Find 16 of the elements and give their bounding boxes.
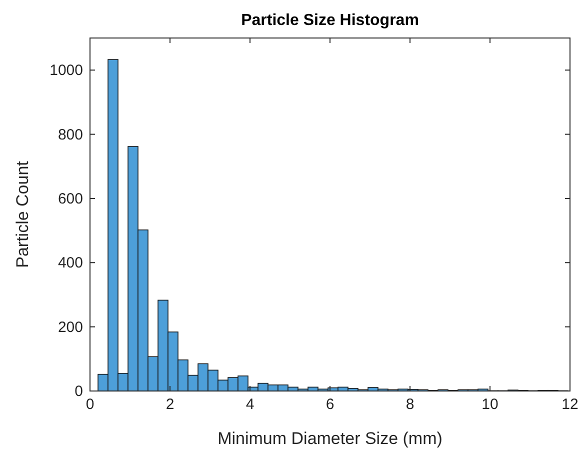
y-tick-label: 200 xyxy=(58,318,83,336)
x-tick-label: 10 xyxy=(482,396,498,413)
y-tick-label: 600 xyxy=(58,190,83,208)
y-tick-label: 1000 xyxy=(50,62,83,80)
y-axis-title: Particle Count xyxy=(13,160,32,268)
y-tick-label: 400 xyxy=(58,254,83,272)
x-tick-label: 4 xyxy=(246,396,254,413)
chart-title: Particle Size Histogram xyxy=(241,12,419,29)
x-tick-label: 0 xyxy=(86,396,94,413)
x-axis-title: Minimum Diameter Size (mm) xyxy=(218,429,442,448)
x-tick-label: 6 xyxy=(326,396,334,413)
x-tick-label: 12 xyxy=(562,396,578,413)
y-tick-label: 800 xyxy=(58,126,83,144)
x-tick-label: 2 xyxy=(166,396,174,413)
x-tick-label: 8 xyxy=(406,396,414,413)
y-tick-label: 0 xyxy=(74,383,83,400)
